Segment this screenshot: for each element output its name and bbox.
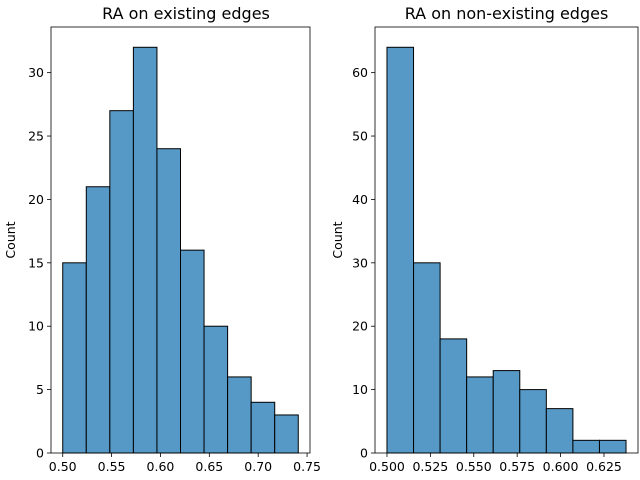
left-x-tick-label: 0.55 [98, 459, 126, 474]
left-x-tick-label: 0.50 [49, 459, 77, 474]
right-y-tick-label: 0 [360, 446, 368, 461]
right-y-tick-label: 60 [352, 65, 368, 80]
right-x-tick-label: 0.625 [586, 459, 622, 474]
right-histogram-bar [572, 439, 600, 454]
right-x-tick-label: 0.600 [543, 459, 579, 474]
left-bars [62, 46, 299, 454]
right-y-ticks: 0 10 20 30 40 50 60 [352, 65, 375, 461]
left-y-tick-label: 10 [28, 319, 44, 334]
left-y-tick-label: 25 [28, 129, 44, 144]
right-chart-title: RA on non-existing edges [405, 4, 609, 23]
right-histogram-bar [519, 389, 547, 454]
left-histogram-bar [109, 110, 134, 454]
right-histogram-bar [466, 376, 494, 454]
left-x-tick-label: 0.70 [244, 459, 272, 474]
left-axes-frame [50, 26, 311, 454]
left-chart-title: RA on existing edges [102, 4, 270, 23]
right-y-tick-label: 50 [352, 129, 368, 144]
right-y-tick-label: 40 [352, 192, 368, 207]
right-y-tick-label: 10 [352, 382, 368, 397]
right-y-axis-label: Count [330, 221, 345, 258]
right-x-ticks: 0.500 0.525 0.550 0.575 0.600 0.625 [369, 453, 622, 474]
right-x-tick-label: 0.500 [369, 459, 405, 474]
right-x-tick-label: 0.550 [456, 459, 492, 474]
left-y-tick-label: 15 [28, 255, 44, 270]
left-y-ticks: 0 5 10 15 20 25 30 [28, 65, 51, 461]
left-histogram-panel: RA on existing edges Count 0.50 0.55 0.60 0… [3, 4, 321, 474]
right-histogram-bar [413, 262, 441, 454]
left-x-tick-label: 0.65 [195, 459, 223, 474]
left-x-tick-label: 0.60 [147, 459, 175, 474]
left-histogram-bar [203, 325, 229, 454]
right-histogram-bar [598, 439, 627, 454]
left-histogram-bar [62, 262, 87, 454]
left-histogram-bar [132, 46, 158, 454]
left-histogram-bar [156, 148, 182, 454]
left-y-tick-label: 20 [28, 192, 44, 207]
left-x-ticks: 0.50 0.55 0.60 0.65 0.70 0.75 [49, 453, 321, 474]
right-histogram-bar [545, 408, 574, 454]
right-y-tick-label: 20 [352, 319, 368, 334]
right-x-tick-label: 0.525 [412, 459, 448, 474]
right-y-tick-label: 30 [352, 255, 368, 270]
left-y-tick-label: 30 [28, 65, 44, 80]
left-y-tick-label: 0 [36, 446, 44, 461]
right-bars [386, 46, 627, 454]
left-histogram-bar [85, 186, 111, 454]
right-histogram-panel: RA on non-existing edges Count 0.500 0.52… [330, 4, 639, 474]
left-histogram-bar [180, 249, 205, 454]
left-histogram-bar [227, 376, 252, 454]
left-histogram-bar [250, 401, 276, 454]
right-histogram-bar [386, 46, 415, 454]
left-y-axis-label: Count [3, 221, 18, 258]
left-y-tick-label: 5 [36, 382, 44, 397]
right-axes-frame [374, 26, 639, 454]
left-histogram-bar [274, 414, 299, 454]
right-x-tick-label: 0.575 [499, 459, 535, 474]
right-histogram-bar [492, 370, 521, 454]
left-x-tick-label: 0.75 [293, 459, 321, 474]
right-histogram-bar [439, 338, 468, 454]
